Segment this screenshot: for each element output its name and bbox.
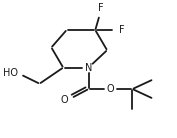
Text: HO: HO bbox=[3, 68, 18, 78]
Text: O: O bbox=[61, 95, 68, 105]
Text: N: N bbox=[85, 63, 92, 73]
Text: O: O bbox=[107, 84, 114, 94]
Text: F: F bbox=[98, 3, 103, 13]
Text: F: F bbox=[119, 25, 125, 35]
